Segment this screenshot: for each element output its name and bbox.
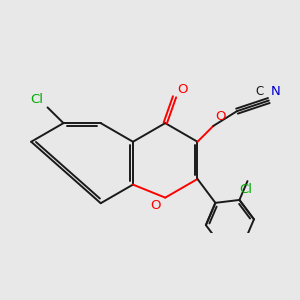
Text: C: C — [256, 85, 264, 98]
Text: O: O — [150, 200, 161, 212]
Text: O: O — [178, 83, 188, 96]
Text: O: O — [215, 110, 226, 123]
Text: Cl: Cl — [239, 183, 252, 196]
Text: Cl: Cl — [30, 93, 43, 106]
Text: N: N — [271, 85, 281, 98]
